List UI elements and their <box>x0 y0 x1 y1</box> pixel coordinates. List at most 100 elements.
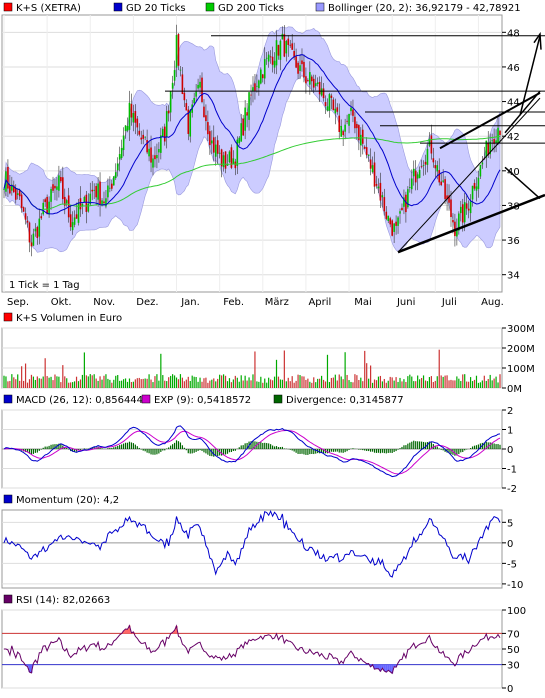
volume-bar <box>83 352 85 388</box>
price-ytick-label: 40 <box>507 167 520 178</box>
candle-body <box>283 34 286 57</box>
candle-body <box>271 56 274 65</box>
divergence-bar <box>409 442 411 449</box>
volume-bar <box>473 379 476 388</box>
candle-body <box>332 99 335 111</box>
candle-body <box>387 215 390 221</box>
volume-bar <box>283 350 285 388</box>
candle-body <box>254 83 256 91</box>
candle-body <box>303 61 305 78</box>
divergence-bar <box>436 446 438 449</box>
macd-line <box>3 425 501 478</box>
legend-label: GD 20 Ticks <box>126 3 186 14</box>
divergence-bar <box>283 448 285 449</box>
divergence-bar <box>101 448 103 449</box>
candle-body <box>340 125 343 137</box>
divergence-bar <box>48 445 50 449</box>
divergence-bar <box>383 449 385 454</box>
volume-bar <box>9 380 11 388</box>
divergence-bar <box>254 441 256 449</box>
volume-bar <box>126 381 129 388</box>
candle-body <box>109 187 111 189</box>
candle-body <box>150 147 152 163</box>
divergence-bar <box>471 446 474 449</box>
candle-body <box>258 80 260 89</box>
volume-bar <box>89 374 91 388</box>
candle-body <box>399 211 401 214</box>
macd-ytick-label: 1 <box>507 426 513 437</box>
volume-bar <box>13 377 15 388</box>
candle-body <box>132 113 135 123</box>
momentum-panel: -10 -5 0 5 Momentum (20): 4,2 <box>1 494 523 591</box>
volume-bar <box>185 379 187 388</box>
candle-body <box>75 214 78 219</box>
candle-body <box>207 122 209 135</box>
candle-body <box>475 186 478 191</box>
candle-body <box>312 78 315 88</box>
divergence-bar <box>315 449 317 454</box>
candle-body <box>107 185 109 198</box>
volume-bar <box>28 379 31 388</box>
candle-body <box>128 102 131 130</box>
price-ytick-label: 46 <box>507 63 520 74</box>
volume-bar <box>442 376 444 388</box>
volume-bar <box>385 382 387 388</box>
candle-body <box>485 140 488 158</box>
divergence-bar <box>303 449 305 455</box>
macd-panel: -2 -1 0 1 2 MACD (26, 12): 0,8564449 EXP (9):… <box>1 394 517 495</box>
candle-body <box>395 221 397 226</box>
volume-bar <box>393 380 395 388</box>
volume-bar <box>499 374 501 388</box>
volume-bar <box>105 374 107 388</box>
volume-bar <box>383 378 385 388</box>
volume-bar <box>334 374 336 388</box>
divergence-bar <box>117 445 119 449</box>
volume-bar <box>289 381 291 388</box>
rsi-overbought-fill <box>122 630 125 634</box>
candle-body <box>383 197 386 212</box>
divergence-bar <box>134 444 136 449</box>
volume-bar <box>107 378 109 388</box>
candle-body <box>350 107 352 112</box>
divergence-bar <box>399 448 401 449</box>
divergence-bar <box>173 442 176 449</box>
candle-body <box>316 82 319 84</box>
volume-bar <box>403 379 405 388</box>
volume-bar <box>409 374 411 388</box>
volume-bar <box>95 378 97 388</box>
volume-bar <box>150 379 152 388</box>
volume-bar <box>34 379 36 388</box>
macd-ytick-label: 0 <box>507 445 513 456</box>
volume-bar <box>448 380 450 388</box>
month-label: Juli <box>441 297 457 308</box>
volume-bar <box>434 380 436 388</box>
volume-bar <box>170 375 172 388</box>
volume-bar <box>158 380 160 388</box>
volume-bar <box>405 381 407 388</box>
volume-bar <box>15 379 17 388</box>
divergence-bar <box>370 449 372 452</box>
volume-bar <box>487 378 489 388</box>
candle-body <box>361 129 364 144</box>
volume-bar <box>454 380 456 388</box>
divergence-bar <box>246 442 248 449</box>
candle-body <box>193 97 195 104</box>
candle-body <box>277 44 280 56</box>
volume-legend-swatch <box>3 312 13 322</box>
candle-body <box>348 113 350 126</box>
divergence-bar <box>258 442 260 449</box>
volume-bar <box>287 377 289 388</box>
divergence-bar <box>485 441 487 449</box>
candle-body <box>232 158 235 165</box>
legend-swatch <box>205 2 215 12</box>
candle-body <box>71 222 74 231</box>
divergence-bar <box>46 446 48 449</box>
divergence-bar <box>122 443 125 449</box>
divergence-bar <box>385 449 387 454</box>
divergence-bar <box>364 449 366 451</box>
volume-bar <box>295 380 297 388</box>
volume-bar <box>338 374 340 388</box>
candle-body <box>83 196 86 203</box>
divergence-bar <box>497 444 499 449</box>
candle-body <box>160 135 162 153</box>
